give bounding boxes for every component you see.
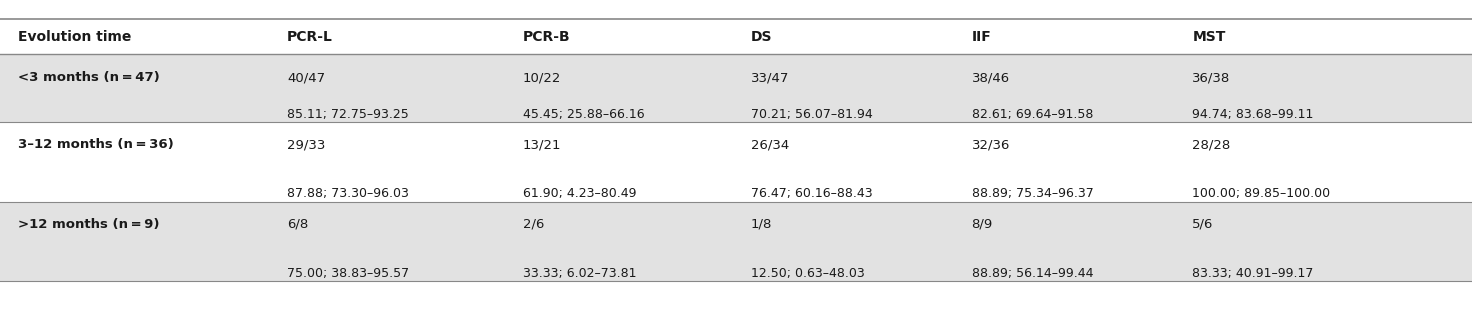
Text: 38/46: 38/46: [972, 72, 1010, 84]
Text: 3–12 months (n = 36): 3–12 months (n = 36): [18, 138, 174, 151]
Text: 33.33; 6.02–73.81: 33.33; 6.02–73.81: [523, 267, 636, 280]
Bar: [0, 54, 1472, 122]
Text: MST: MST: [1192, 30, 1226, 44]
Text: DS: DS: [751, 30, 773, 44]
Text: 87.88; 73.30–96.03: 87.88; 73.30–96.03: [287, 188, 409, 200]
Text: 82.61; 69.64–91.58: 82.61; 69.64–91.58: [972, 108, 1092, 121]
Text: 94.74; 83.68–99.11: 94.74; 83.68–99.11: [1192, 108, 1313, 121]
Bar: [0, 122, 1472, 202]
Text: Evolution time: Evolution time: [18, 30, 131, 44]
Text: <3 months (n = 47): <3 months (n = 47): [18, 72, 159, 84]
Text: 28/28: 28/28: [1192, 138, 1231, 151]
Text: 8/9: 8/9: [972, 218, 992, 231]
Bar: [0, 202, 1472, 281]
Text: 83.33; 40.91–99.17: 83.33; 40.91–99.17: [1192, 267, 1313, 280]
Text: 70.21; 56.07–81.94: 70.21; 56.07–81.94: [751, 108, 873, 121]
Text: 88.89; 75.34–96.37: 88.89; 75.34–96.37: [972, 188, 1094, 200]
Text: PCR-L: PCR-L: [287, 30, 333, 44]
Text: 13/21: 13/21: [523, 138, 561, 151]
Text: PCR-B: PCR-B: [523, 30, 570, 44]
Text: 1/8: 1/8: [751, 218, 773, 231]
Text: 45.45; 25.88–66.16: 45.45; 25.88–66.16: [523, 108, 645, 121]
Text: >12 months (n = 9): >12 months (n = 9): [18, 218, 159, 231]
Text: 10/22: 10/22: [523, 72, 561, 84]
Text: 5/6: 5/6: [1192, 218, 1214, 231]
Text: 26/34: 26/34: [751, 138, 789, 151]
Text: IIF: IIF: [972, 30, 991, 44]
Text: 85.11; 72.75–93.25: 85.11; 72.75–93.25: [287, 108, 409, 121]
Text: 100.00; 89.85–100.00: 100.00; 89.85–100.00: [1192, 188, 1331, 200]
Text: 75.00; 38.83–95.57: 75.00; 38.83–95.57: [287, 267, 409, 280]
Text: 2/6: 2/6: [523, 218, 545, 231]
Text: 40/47: 40/47: [287, 72, 325, 84]
Text: 36/38: 36/38: [1192, 72, 1231, 84]
Text: 6/8: 6/8: [287, 218, 308, 231]
Text: 61.90; 4.23–80.49: 61.90; 4.23–80.49: [523, 188, 636, 200]
Text: 29/33: 29/33: [287, 138, 325, 151]
Text: 76.47; 60.16–88.43: 76.47; 60.16–88.43: [751, 188, 873, 200]
Text: 32/36: 32/36: [972, 138, 1010, 151]
Text: 12.50; 0.63–48.03: 12.50; 0.63–48.03: [751, 267, 864, 280]
Text: 33/47: 33/47: [751, 72, 789, 84]
Text: 88.89; 56.14–99.44: 88.89; 56.14–99.44: [972, 267, 1094, 280]
